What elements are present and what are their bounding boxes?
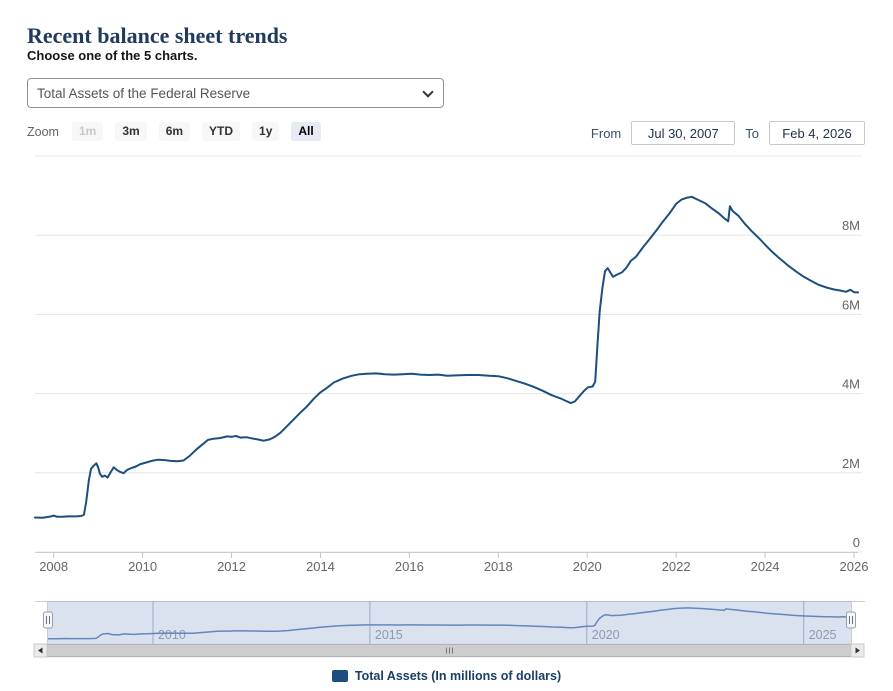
zoom-button-all[interactable]: All [291,122,321,141]
zoom-button-group: 1m 3m 6m YTD 1y All [72,122,321,141]
navigator-year-label: 2010 [158,628,186,642]
page-title: Recent balance sheet trends [27,23,288,49]
x-axis-label: 2016 [395,559,424,574]
legend-label: Total Assets (In millions of dollars) [354,669,562,683]
to-label: To [745,125,759,141]
y-axis-label: 8M [842,218,860,233]
navigator-year-label: 2020 [592,628,620,642]
scrollbar-left-button[interactable] [33,643,48,658]
zoom-button-1m: 1m [72,122,104,141]
x-axis-label: 2020 [573,559,602,574]
x-axis-label: 2012 [217,559,246,574]
navigator-mask[interactable] [48,601,851,644]
zoom-button-6m[interactable]: 6m [158,122,191,141]
navigator-left-handle[interactable] [43,611,53,629]
date-range-controls: From To [591,121,865,145]
x-axis-label: 2018 [484,559,513,574]
navigator-and-scrollbar[interactable]: 2010 2015 2020 2025 [0,598,893,660]
navigator-year-label: 2015 [375,628,403,642]
zoom-button-ytd[interactable]: YTD [202,122,241,141]
zoom-button-1y[interactable]: 1y [252,122,280,141]
x-axis-label: 2026 [840,559,869,574]
series-color-swatch [331,670,348,682]
arrow-right-icon [855,647,860,654]
total-assets-series-line[interactable] [34,195,859,519]
legend-item[interactable]: Total Assets (In millions of dollars) [0,669,893,683]
plot-area[interactable] [35,156,858,552]
navigator-series-line [48,607,851,640]
navigator-year-label: 2025 [809,628,837,642]
x-axis-label: 2010 [128,559,157,574]
y-axis-label: 0 [853,535,860,550]
x-axis-label: 2014 [306,559,335,574]
from-date-input[interactable] [631,121,736,145]
zoom-button-3m[interactable]: 3m [115,122,147,141]
chart-selector-wrap: Total Assets of the Federal Reserve [27,78,444,108]
y-axis-label: 2M [842,456,860,471]
y-axis-label: 4M [842,377,860,392]
x-axis-label: 2024 [751,559,780,574]
zoom-label: Zoom [27,125,59,139]
x-axis-label: 2022 [662,559,691,574]
navigator-right-handle[interactable] [846,611,856,629]
from-label: From [590,125,622,141]
chart-select-dropdown[interactable]: Total Assets of the Federal Reserve [27,78,444,108]
scrollbar-right-button[interactable] [850,643,865,658]
x-axis-label: 2008 [39,559,68,574]
y-axis-label: 6M [842,297,860,312]
chart-choice-subtitle: Choose one of the 5 charts. [27,48,198,63]
main-chart[interactable]: 0 2M 4M 6M 8M 2008 2010 2012 2014 2016 2018 2020 202… [0,150,893,590]
to-date-input[interactable] [769,121,865,145]
arrow-left-icon [38,647,43,654]
